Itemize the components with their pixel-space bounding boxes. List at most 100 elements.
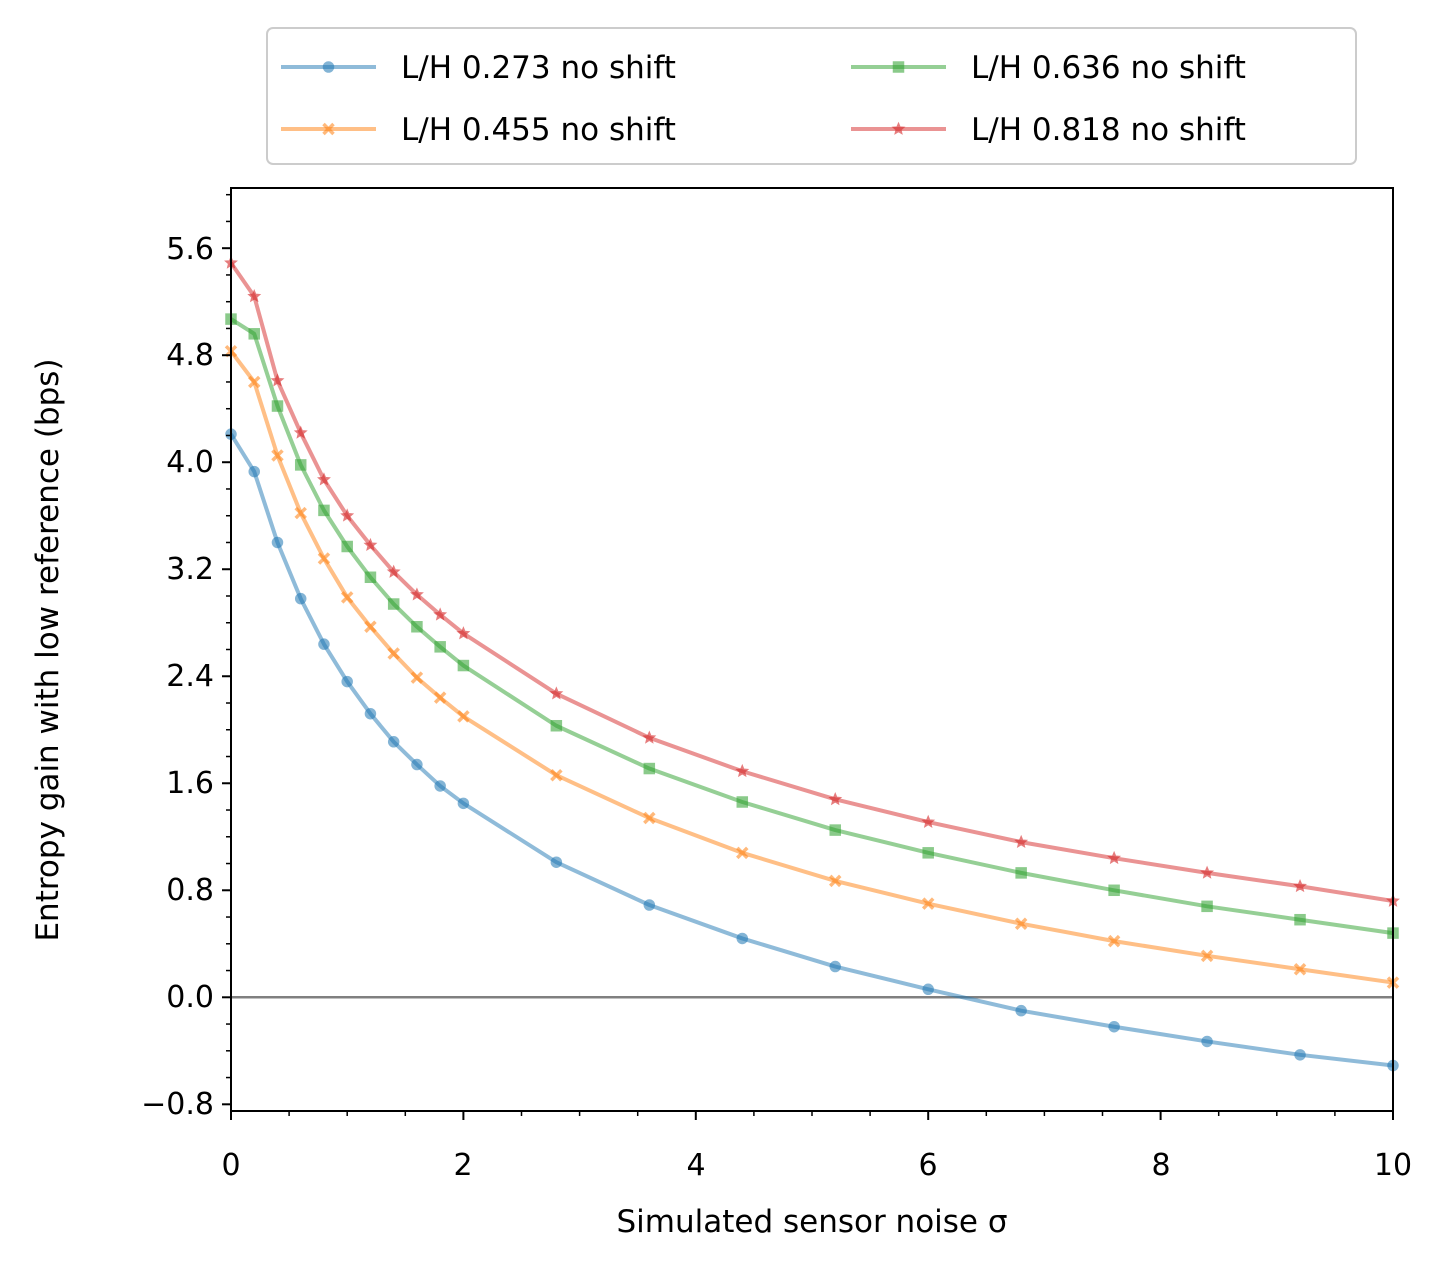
data-point [457,710,470,723]
legend-label-2: L/H 0.455 no shift [401,112,676,148]
data-point [341,540,353,553]
data-point [434,780,446,792]
legend-handle-1 [281,61,376,73]
data-point [643,899,656,911]
data-point [247,289,262,303]
data-point [1200,865,1215,879]
data-point [387,598,400,610]
data-point [921,897,935,910]
data-point [341,675,353,688]
data-point [1015,867,1027,879]
legend-frame [266,27,1357,165]
data-point [642,730,657,744]
legend: L/H 0.273 no shift L/H 0.455 no shift L/… [266,27,1357,165]
data-point [294,592,307,605]
data-point [1293,878,1307,893]
data-point [293,425,308,439]
y-tick-label: 0.0 [166,980,214,1015]
y-tick-labels: −0.8 0.0 0.8 1.6 2.4 3.2 4.0 4.8 5.6 [141,232,214,1122]
data-point [1107,934,1121,948]
data-point [248,465,260,478]
data-point [363,537,378,552]
data-point [340,508,355,522]
data-point [294,506,307,520]
data-point [736,846,749,860]
data-point [643,762,656,775]
data-point [409,587,424,601]
data-point [411,758,423,771]
data-point [1293,962,1307,976]
y-tick-label: 3.2 [166,552,214,587]
y-tick-label: 2.4 [166,659,214,694]
data-point [1107,850,1122,865]
legend-handle-4 [851,121,946,135]
x-axis-title: Simulated sensor noise σ [616,1204,1007,1240]
x-tick-label: 6 [918,1148,937,1183]
x-tick-label: 4 [686,1148,705,1183]
data-point [1108,884,1120,897]
data-point [829,824,841,836]
data-point [248,328,260,340]
data-point [892,61,905,73]
data-point [457,659,470,672]
legend-handle-2 [281,122,376,136]
data-point [340,591,354,604]
plot-frame [230,187,1394,1112]
data-point [317,552,331,565]
data-point [1201,900,1213,913]
data-point [922,847,934,859]
data-point [735,763,750,778]
data-point [248,375,261,389]
y-tick-label: 5.6 [166,232,214,267]
data-point [891,121,906,135]
data-point [364,620,377,633]
legend-label-4: L/H 0.818 no shift [971,112,1246,148]
series-3 [225,313,1399,939]
data-point [317,472,331,486]
y-axis-title: Entropy gain with low reference (bps) [30,358,66,941]
data-point [271,449,284,462]
data-point [271,400,284,412]
data-point [322,122,335,136]
data-point [270,373,285,387]
y-tick-label: −0.8 [141,1087,214,1122]
series-4 [224,255,1400,907]
data-point [1294,913,1306,926]
data-point [318,504,330,517]
data-point [387,647,400,660]
legend-label-3: L/H 0.636 no shift [971,50,1246,86]
legend-label-1: L/H 0.273 no shift [401,50,676,86]
x-tick-label: 2 [453,1148,472,1183]
data-point [271,536,284,549]
data-point [364,571,377,584]
data-point [1108,1020,1120,1033]
x-tick-label: 0 [221,1148,240,1183]
data-point [322,61,335,73]
data-point [643,811,656,825]
data-point [922,983,934,996]
data-point [457,797,470,810]
data-point [411,621,423,633]
data-point [433,607,448,621]
y-tick-label: 0.8 [166,873,214,908]
data-point [364,707,377,720]
data-point [549,686,564,700]
data-point [1014,834,1029,849]
series-1 [225,428,1399,1072]
data-point [433,691,447,704]
y-tick-label: 1.6 [166,766,214,801]
y-tick-label: 4.8 [166,338,214,373]
data-point [410,671,424,684]
x-tick-labels: 0 2 4 6 8 10 [221,1148,1412,1183]
data-point [294,459,307,471]
data-point [1015,1004,1027,1017]
data-point [550,769,563,782]
data-point [1201,1035,1213,1048]
data-point [387,736,400,748]
data-point [550,856,563,868]
x-tick-label: 8 [1151,1148,1170,1183]
data-point [736,796,749,808]
data-point [829,960,841,973]
